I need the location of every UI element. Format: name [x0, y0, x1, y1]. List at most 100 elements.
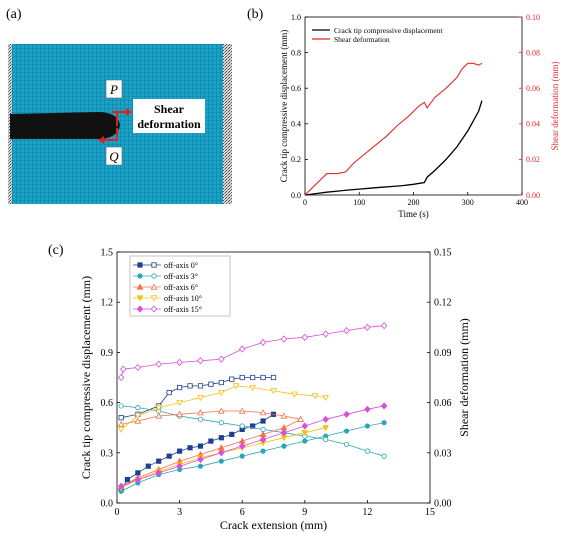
point-open-off-axis-15: [343, 327, 350, 335]
y2-axis-label: Shear deformation (mm): [457, 318, 471, 437]
point-filled-off-axis-15: [301, 422, 309, 430]
point-filled-off-axis-15: [218, 449, 225, 457]
point-open-off-axis-10: [311, 393, 319, 400]
y-tick-label: 0.9: [101, 348, 114, 359]
point-open-off-axis-3: [381, 453, 387, 459]
point-filled-off-axis-15: [197, 455, 204, 464]
legend-label-off-axis-3: off-axis 3°: [164, 272, 198, 281]
point-open-off-axis-0: [118, 415, 124, 421]
panel-a-label: (a): [6, 7, 22, 22]
point-filled-off-axis-15: [176, 462, 183, 470]
point-filled-off-axis-3: [239, 453, 245, 459]
plot-b-legend: Crack tip compressive displacementShear …: [312, 26, 443, 44]
point-open-off-axis-10: [322, 394, 330, 402]
point-filled-off-axis-3: [364, 423, 370, 429]
legend-label-crack-tip-compressive-displacement: Crack tip compressive displacement: [334, 26, 443, 35]
point-open-off-axis-15: [134, 363, 142, 372]
point-filled-off-axis-0: [197, 443, 204, 449]
point-open-off-axis-3: [364, 448, 370, 454]
point-filled-off-axis-0: [250, 423, 256, 429]
point-open-off-axis-15: [155, 360, 162, 368]
series-line-filled-off-axis-6: [121, 418, 301, 487]
y-tick-label: 1.0: [291, 13, 301, 22]
point-open-off-axis-15: [301, 333, 309, 341]
point-open-off-axis-10: [270, 388, 277, 395]
x-tick-label: 6: [240, 507, 245, 518]
plot-c-content: 0 3 6 9 12 15 0.0 0.3 0.6 0.9 1.2 1.5 0.00 0.03 0.06 0.…: [79, 248, 471, 533]
x-tick-label: 3: [177, 507, 182, 518]
point-filled-off-axis-3: [218, 458, 224, 464]
point-filled-off-axis-10: [322, 425, 330, 432]
label-p-box: [105, 79, 123, 99]
series-line-open-off-axis-3: [121, 405, 385, 457]
point-open-off-axis-3: [323, 436, 329, 443]
point-open-off-axis-10: [249, 384, 257, 392]
point-filled-off-axis-15: [364, 405, 371, 413]
point-open-off-axis-3: [239, 423, 245, 429]
point-open-off-axis-6: [134, 417, 142, 424]
panel-c: (c) 0 3 6 9 12 15 0.0 0.3 0.6 0.9 1.2 1.5 0.00 0.03 0.…: [48, 243, 471, 532]
point-open-off-axis-15: [117, 373, 125, 382]
y-tick-label: 1.2: [101, 298, 114, 309]
plot-b-content: 0 100 200 300 400 0.0 0.2 0.4 0.6 0.8 1.0 0.00 0.02 0…: [279, 13, 560, 219]
point-open-off-axis-0: [250, 374, 256, 381]
series-line-shear-deformation: [304, 62, 483, 196]
point-filled-off-axis-15: [134, 475, 142, 484]
point-open-off-axis-15: [238, 345, 246, 353]
point-open-off-axis-10: [232, 383, 240, 390]
x-tick-label: 15: [425, 507, 435, 518]
right-boundary-grains: [223, 44, 232, 204]
point-open-off-axis-6: [259, 409, 267, 416]
point-open-off-axis-15: [364, 323, 371, 331]
point-open-off-axis-0: [197, 383, 204, 389]
point-open-off-axis-0: [260, 374, 266, 381]
y-tick-label: 0.0: [291, 191, 301, 200]
series-line-open-off-axis-10: [120, 385, 326, 430]
legend-marker-filled-off-axis-0: [137, 262, 143, 268]
y2-tick-label: 0.00: [434, 499, 452, 510]
y2-tick-label: 0.04: [526, 120, 540, 129]
point-filled-off-axis-15: [117, 482, 125, 490]
point-open-off-axis-3: [118, 403, 124, 409]
point-open-off-axis-0: [187, 383, 193, 389]
y2-tick-label: 0.09: [434, 348, 452, 359]
y-tick-label: 0.0: [101, 499, 114, 510]
point-open-off-axis-0: [229, 376, 235, 382]
point-open-off-axis-0: [166, 389, 172, 396]
y-tick-label: 0.6: [101, 398, 114, 409]
label-q: Q: [109, 149, 119, 164]
point-filled-off-axis-15: [155, 469, 162, 477]
legend-marker-filled-off-axis-3: [137, 273, 143, 279]
point-open-off-axis-0: [270, 374, 277, 381]
y2-tick-label: 0.15: [434, 248, 452, 259]
point-filled-off-axis-15: [322, 415, 329, 423]
y2-tick-label: 0.06: [434, 398, 452, 409]
y-tick-label: 1.5: [101, 248, 114, 259]
panel-b-label: (b): [247, 7, 264, 22]
point-open-off-axis-10: [155, 405, 163, 412]
legend-marker-open-off-axis-3: [151, 273, 157, 279]
point-open-off-axis-3: [197, 416, 204, 422]
y2-tick-label: 0.08: [526, 48, 540, 57]
point-open-off-axis-15: [259, 338, 267, 346]
point-filled-off-axis-15: [280, 429, 288, 437]
y2-tick-label: 0.10: [526, 13, 540, 22]
y2-tick-label: 0.03: [434, 448, 452, 459]
x-tick-label: 0: [303, 198, 307, 207]
legend-marker-open-off-axis-0: [151, 262, 157, 268]
series-line-open-off-axis-6: [121, 410, 301, 425]
point-filled-off-axis-15: [259, 435, 267, 444]
legend-marker-open-off-axis-15: [150, 305, 158, 313]
y2-tick-label: 0.12: [434, 298, 452, 309]
legend-marker-filled-off-axis-10: [136, 295, 144, 302]
x-tick-label: 12: [362, 507, 372, 518]
y2-tick-label: 0.06: [526, 84, 540, 93]
x-tick-label: 300: [462, 198, 474, 207]
point-open-off-axis-6: [197, 409, 204, 416]
point-open-off-axis-3: [343, 441, 350, 448]
legend-marker-open-off-axis-6: [150, 283, 158, 290]
point-filled-off-axis-15: [238, 442, 246, 450]
shear-label-line2: deformation: [137, 117, 201, 131]
plot-c-legend: off-axis 0° off-axis 3° off-axis 6° off-axi…: [129, 255, 231, 317]
y-tick-label: 0.2: [291, 155, 301, 164]
